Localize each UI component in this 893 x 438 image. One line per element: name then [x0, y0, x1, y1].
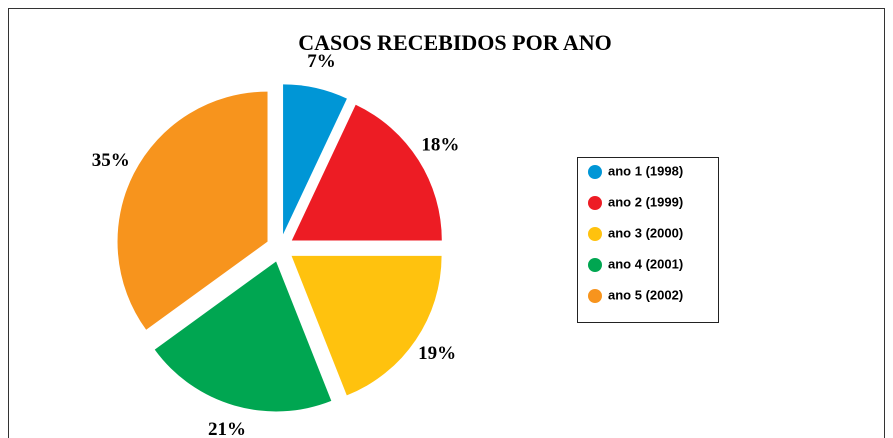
data-label: 7% [307, 51, 336, 72]
pie-slice [117, 91, 268, 330]
legend-label: ano 3 (2000) [608, 225, 683, 240]
pie-slice [291, 255, 442, 396]
legend-label: ano 1 (1998) [608, 163, 683, 178]
data-label: 21% [208, 419, 246, 438]
legend-swatch [588, 196, 602, 210]
frame [8, 8, 885, 438]
data-label: 19% [418, 343, 456, 364]
legend-swatch [588, 258, 602, 272]
pie-slice [291, 104, 442, 241]
legend-label: ano 2 (1999) [608, 194, 683, 209]
pie-slice [154, 261, 332, 412]
legend-swatch [588, 289, 602, 303]
chart-title: CASOS RECEBIDOS POR ANO [298, 30, 612, 55]
legend-label: ano 5 (2002) [608, 287, 683, 302]
legend-label: ano 4 (2001) [608, 256, 683, 271]
legend-swatch [588, 227, 602, 241]
legend-swatch [588, 165, 602, 179]
data-label: 35% [92, 150, 130, 171]
data-label: 18% [421, 135, 459, 156]
pie-slice [283, 84, 347, 235]
